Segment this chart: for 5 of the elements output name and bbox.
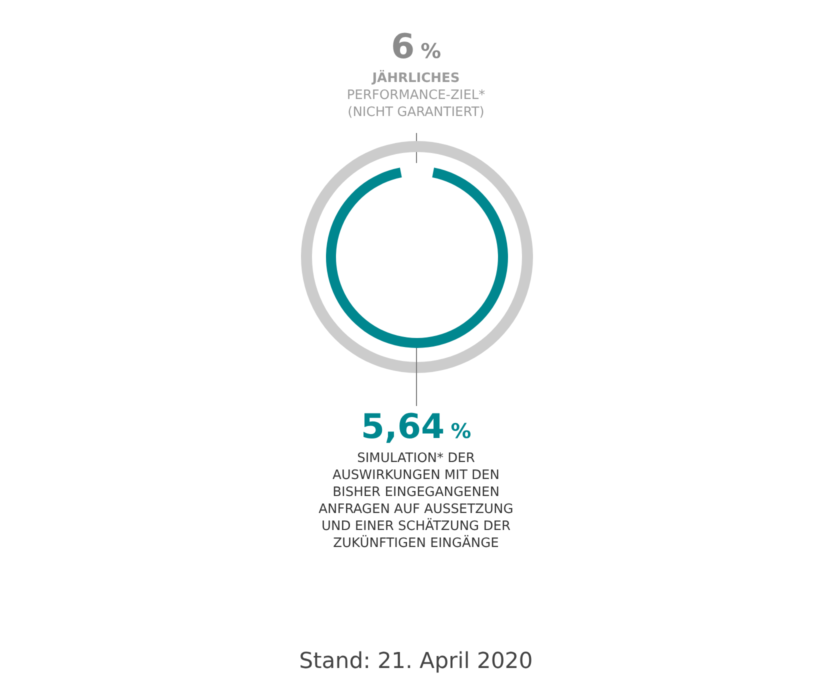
data-label: 5,64 % [360, 407, 472, 447]
data-label: 6 % [390, 27, 442, 67]
category-label: SIMULATION* DER AUSWIRKUNGEN MIT DEN BISHER EINGEGANGENEN ANFRAGEN AUF AUSSETZUNG UND EINER SCHÄTZUNG DER ZUKÜNFTIGEN EINGÄNGE [318, 450, 514, 552]
text: Stand: 21. April 2020 [298, 649, 534, 674]
category-label: JÄHRLICHES PERFORMANCE-ZIEL* (NICHT GARANTIERT) [346, 70, 486, 121]
